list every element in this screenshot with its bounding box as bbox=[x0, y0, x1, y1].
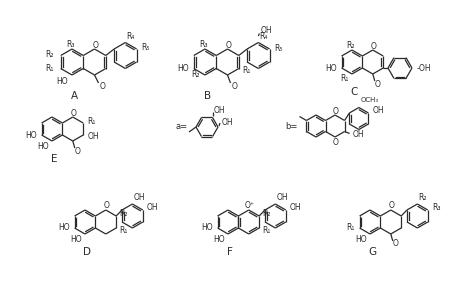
Text: R₅: R₅ bbox=[142, 43, 150, 51]
Text: B: B bbox=[204, 91, 211, 101]
Text: O⁺: O⁺ bbox=[245, 201, 255, 210]
Text: OH: OH bbox=[260, 26, 272, 35]
Text: O: O bbox=[100, 82, 105, 91]
Text: b=: b= bbox=[286, 122, 298, 131]
Text: HO: HO bbox=[356, 235, 367, 243]
Text: O: O bbox=[389, 202, 395, 210]
Text: O: O bbox=[333, 137, 339, 147]
Text: R₁: R₁ bbox=[46, 64, 54, 73]
Text: O: O bbox=[333, 106, 339, 116]
Text: O: O bbox=[104, 202, 109, 210]
Text: OH: OH bbox=[147, 202, 158, 212]
Text: OH: OH bbox=[87, 131, 99, 141]
Text: C: C bbox=[351, 87, 358, 97]
Text: R₂: R₂ bbox=[119, 208, 128, 218]
Text: a=: a= bbox=[176, 122, 188, 131]
Text: HO: HO bbox=[177, 64, 189, 73]
Text: OCH₃: OCH₃ bbox=[361, 97, 379, 103]
Text: R₂: R₂ bbox=[45, 50, 54, 59]
Text: OH: OH bbox=[353, 130, 364, 139]
Text: D: D bbox=[83, 247, 91, 257]
Text: R₁: R₁ bbox=[262, 225, 271, 235]
Text: O: O bbox=[375, 80, 381, 89]
Text: OH: OH bbox=[373, 105, 384, 114]
Text: R₃: R₃ bbox=[67, 39, 75, 49]
Text: R₁: R₁ bbox=[87, 116, 96, 126]
Text: O: O bbox=[226, 41, 231, 49]
Text: OH: OH bbox=[133, 193, 145, 202]
Text: R₂: R₂ bbox=[419, 193, 427, 202]
Text: R₃: R₃ bbox=[200, 39, 208, 49]
Text: G: G bbox=[368, 247, 376, 257]
Text: R₂: R₂ bbox=[347, 41, 355, 49]
Text: O: O bbox=[371, 41, 377, 51]
Text: OH: OH bbox=[213, 106, 225, 115]
Text: O: O bbox=[71, 108, 77, 118]
Text: OH: OH bbox=[276, 193, 288, 202]
Text: R₃: R₃ bbox=[432, 202, 440, 212]
Text: OH: OH bbox=[222, 118, 234, 126]
Text: R₁: R₁ bbox=[242, 66, 250, 75]
Text: HO: HO bbox=[213, 235, 225, 243]
Text: E: E bbox=[51, 154, 58, 164]
Text: R₁: R₁ bbox=[341, 74, 349, 82]
Text: HO: HO bbox=[201, 224, 213, 233]
Text: -OH: -OH bbox=[417, 64, 432, 72]
Text: F: F bbox=[228, 247, 233, 257]
Text: OH: OH bbox=[290, 202, 301, 212]
Text: R₅: R₅ bbox=[274, 43, 283, 53]
Text: O: O bbox=[393, 239, 399, 248]
Text: R₁: R₁ bbox=[346, 224, 355, 233]
Text: R₂: R₂ bbox=[191, 70, 200, 78]
Text: HO: HO bbox=[58, 224, 70, 233]
Text: A: A bbox=[71, 91, 78, 101]
Text: HO: HO bbox=[70, 235, 82, 243]
Text: R₄: R₄ bbox=[259, 32, 268, 41]
Text: R₂: R₂ bbox=[262, 208, 271, 218]
Text: HO: HO bbox=[56, 76, 68, 85]
Text: O: O bbox=[232, 82, 237, 91]
Text: HO: HO bbox=[37, 141, 49, 151]
Text: O: O bbox=[92, 41, 99, 49]
Text: R₁: R₁ bbox=[119, 225, 128, 235]
Text: O: O bbox=[75, 147, 81, 156]
Text: R₄: R₄ bbox=[127, 32, 135, 41]
Text: HO: HO bbox=[25, 131, 36, 139]
Text: HO: HO bbox=[325, 64, 337, 72]
